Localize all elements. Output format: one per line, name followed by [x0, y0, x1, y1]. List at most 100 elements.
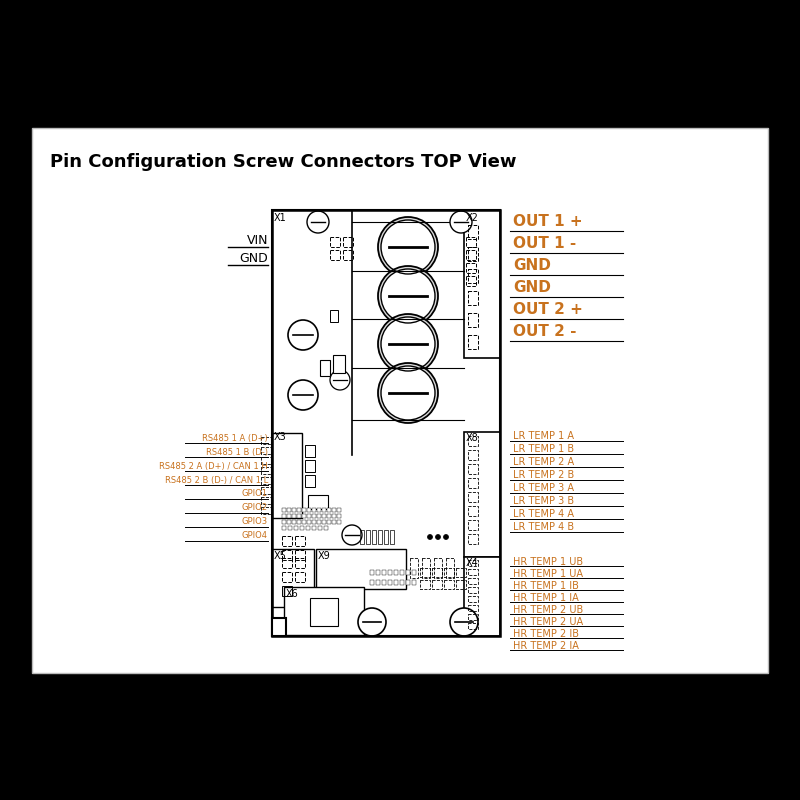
Bar: [287, 520, 291, 524]
Bar: [444, 568, 454, 577]
Text: OUT 1 -: OUT 1 -: [513, 237, 576, 251]
Bar: [310, 598, 338, 626]
Text: GPIO4: GPIO4: [242, 531, 268, 541]
Bar: [316, 549, 406, 589]
Bar: [468, 269, 478, 283]
Bar: [464, 432, 500, 557]
Bar: [261, 467, 271, 474]
Bar: [337, 508, 341, 512]
Circle shape: [378, 314, 438, 374]
Bar: [343, 250, 353, 260]
Bar: [292, 520, 296, 524]
Bar: [382, 580, 386, 585]
Bar: [468, 560, 478, 566]
Bar: [394, 580, 398, 585]
Bar: [466, 237, 476, 247]
Bar: [446, 558, 454, 578]
Text: RS485 1 B (D-): RS485 1 B (D-): [206, 447, 268, 457]
Bar: [261, 487, 271, 494]
Text: RS485 2 B (D-) / CAN 1 L: RS485 2 B (D-) / CAN 1 L: [165, 475, 268, 485]
Bar: [307, 508, 311, 512]
Bar: [468, 596, 478, 602]
Bar: [468, 506, 478, 516]
Text: X9: X9: [318, 551, 330, 561]
Bar: [322, 514, 326, 518]
Bar: [295, 558, 305, 568]
Bar: [318, 526, 322, 530]
Bar: [366, 530, 370, 544]
Bar: [300, 526, 304, 530]
Bar: [327, 514, 331, 518]
Circle shape: [450, 211, 472, 233]
Bar: [468, 578, 478, 584]
Bar: [302, 508, 306, 512]
Text: HR TEMP 2 UA: HR TEMP 2 UA: [513, 617, 583, 627]
Bar: [32, 128, 768, 673]
Text: X2: X2: [466, 213, 479, 223]
Bar: [412, 570, 416, 575]
Bar: [297, 508, 301, 512]
Bar: [308, 495, 328, 509]
Bar: [305, 475, 315, 487]
Bar: [468, 247, 478, 261]
Bar: [384, 530, 388, 544]
Bar: [376, 570, 380, 575]
Text: HR TEMP 1 UA: HR TEMP 1 UA: [513, 569, 583, 579]
Bar: [284, 587, 364, 635]
Circle shape: [288, 320, 318, 350]
Bar: [468, 534, 478, 544]
Text: LR TEMP 2 A: LR TEMP 2 A: [513, 457, 574, 467]
Bar: [295, 536, 305, 546]
Circle shape: [378, 266, 438, 326]
Bar: [466, 276, 476, 286]
Bar: [272, 210, 500, 636]
Bar: [432, 580, 442, 589]
Bar: [332, 508, 336, 512]
Bar: [295, 572, 305, 582]
Bar: [468, 291, 478, 305]
Text: X3: X3: [274, 432, 286, 442]
Bar: [297, 520, 301, 524]
Bar: [327, 508, 331, 512]
Bar: [468, 450, 478, 460]
Bar: [434, 558, 442, 578]
Bar: [468, 520, 478, 530]
Text: X4: X4: [466, 558, 478, 568]
Bar: [272, 433, 302, 518]
Bar: [327, 520, 331, 524]
Text: X8: X8: [466, 433, 478, 443]
Bar: [307, 520, 311, 524]
Bar: [306, 526, 310, 530]
Text: OUT 2 -: OUT 2 -: [513, 325, 577, 339]
Text: GND: GND: [513, 258, 551, 274]
Bar: [312, 526, 316, 530]
Bar: [282, 526, 286, 530]
Circle shape: [307, 211, 329, 233]
Bar: [317, 520, 321, 524]
Polygon shape: [272, 618, 286, 637]
Bar: [394, 570, 398, 575]
Bar: [468, 464, 478, 474]
Text: LR TEMP 1 A: LR TEMP 1 A: [513, 431, 574, 441]
Bar: [312, 514, 316, 518]
Circle shape: [342, 525, 362, 545]
Bar: [400, 570, 404, 575]
Text: HR TEMP 1 UB: HR TEMP 1 UB: [513, 557, 583, 567]
Bar: [332, 514, 336, 518]
Circle shape: [381, 366, 435, 420]
Bar: [412, 580, 416, 585]
Bar: [410, 558, 418, 578]
Circle shape: [381, 269, 435, 323]
Bar: [422, 558, 430, 578]
Text: Pin Configuration Screw Connectors TOP View: Pin Configuration Screw Connectors TOP V…: [50, 153, 517, 171]
Bar: [261, 497, 271, 504]
Bar: [261, 477, 271, 484]
Bar: [305, 460, 315, 472]
Bar: [317, 508, 321, 512]
Bar: [297, 514, 301, 518]
Bar: [468, 436, 478, 446]
Bar: [444, 580, 454, 589]
Bar: [333, 355, 345, 373]
Bar: [292, 514, 296, 518]
Bar: [261, 507, 271, 514]
